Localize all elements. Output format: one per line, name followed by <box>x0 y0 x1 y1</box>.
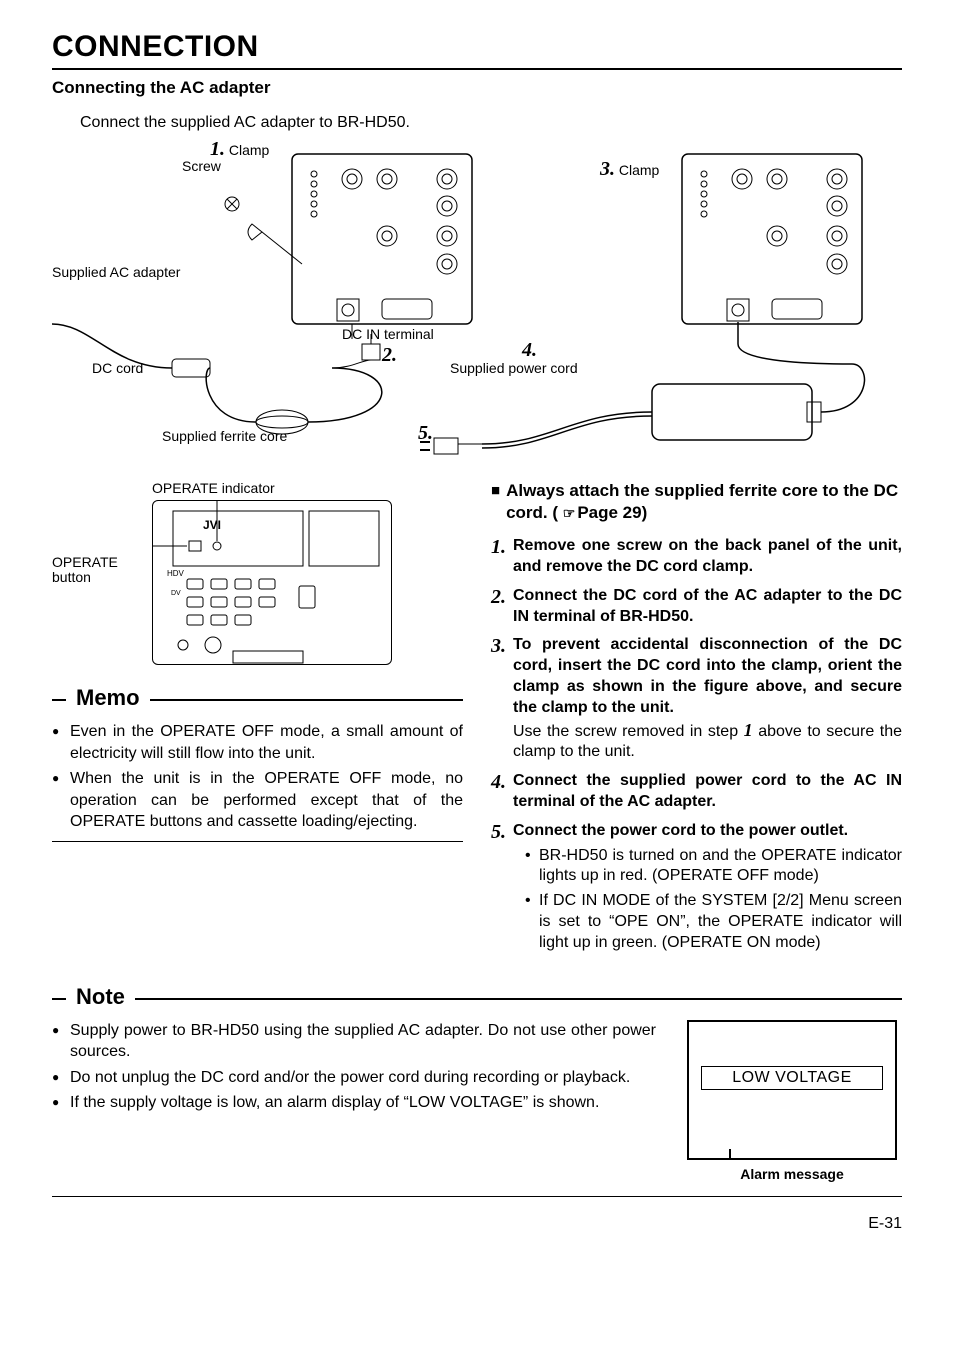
fig-label-adapter: Supplied AC adapter <box>52 264 180 280</box>
note-item: Supply power to BR-HD50 using the suppli… <box>52 1020 656 1063</box>
step-sub-item: If DC IN MODE of the SYSTEM [2/2] Menu s… <box>525 891 902 953</box>
step-text: Connect the power cord to the power outl… <box>513 822 848 839</box>
step-number: 2. <box>491 584 506 610</box>
step-number: 5. <box>491 819 506 845</box>
fig-step-4: 4. <box>522 339 537 362</box>
alarm-caption: Alarm message <box>682 1166 902 1182</box>
step-number: 4. <box>491 769 506 795</box>
fig-step-5: 5. <box>418 422 433 445</box>
front-panel-sketch: JVI <box>152 500 392 665</box>
right-column: ■ Always attach the supplied ferrite cor… <box>491 480 902 962</box>
note-item: Do not unplug the DC cord and/or the pow… <box>52 1067 656 1089</box>
fig-label-operate-button: OPERATE button <box>52 555 132 586</box>
step-item: 2. Connect the DC cord of the AC adapter… <box>491 586 902 628</box>
intro-text: Connect the supplied AC adapter to BR-HD… <box>80 114 902 132</box>
hand-icon: ☞ <box>563 504 576 522</box>
svg-text:JVI: JVI <box>203 518 221 532</box>
fig-label-operate-indicator: OPERATE indicator <box>152 480 463 496</box>
alarm-display: LOW VOLTAGE Alarm message <box>682 1020 902 1182</box>
memo-item: Even in the OPERATE OFF mode, a small am… <box>52 721 463 764</box>
front-panel-svg: JVI <box>153 501 393 666</box>
note-title: Note <box>76 984 125 1010</box>
step-text: Connect the supplied power cord to the A… <box>513 772 902 810</box>
memo-list: Even in the OPERATE OFF mode, a small am… <box>52 721 463 833</box>
two-column-body: OPERATE indicator JVI <box>52 480 902 962</box>
fig-label-ferrite: Supplied ferrite core <box>162 428 287 444</box>
step-sub-item: BR-HD50 is turned on and the OPERATE ind… <box>525 846 902 888</box>
page-ref: ☞ Page 29) <box>563 502 648 524</box>
step-item: 1. Remove one screw on the back panel of… <box>491 536 902 578</box>
note-end-rule <box>52 1196 902 1197</box>
memo-title: Memo <box>76 685 140 711</box>
alarm-screen: LOW VOLTAGE <box>687 1020 897 1160</box>
step-number: 3. <box>491 633 506 659</box>
step-text: Connect the DC cord of the AC adapter to… <box>513 587 902 625</box>
left-column: OPERATE indicator JVI <box>52 480 463 962</box>
step-sub-list: BR-HD50 is turned on and the OPERATE ind… <box>513 846 902 954</box>
square-bullet-icon: ■ <box>491 480 500 524</box>
fig-label-dc-cord: DC cord <box>92 360 143 376</box>
note-item: If the supply voltage is low, an alarm d… <box>52 1092 656 1114</box>
steps-list: 1. Remove one screw on the back panel of… <box>491 536 902 953</box>
fig-step-3: 3. Clamp <box>600 158 659 181</box>
page: CONNECTION Connecting the AC adapter Con… <box>0 0 954 1352</box>
title-rule <box>52 68 902 70</box>
step-plain: Use the screw removed in step <box>513 723 744 740</box>
step-number: 1. <box>491 534 506 560</box>
fig-label-screw: Screw <box>182 158 221 174</box>
step-text: To prevent accidental disconnection of t… <box>513 636 902 715</box>
page-title: CONNECTION <box>52 30 902 64</box>
page-ref-text: Page 29) <box>577 502 647 524</box>
note-heading: Note <box>52 984 902 1010</box>
fig-step-2: 2. <box>382 344 397 367</box>
step-inline-num: 1 <box>744 720 753 740</box>
alarm-tick <box>729 1149 731 1159</box>
memo-heading: Memo <box>52 685 463 711</box>
memo-end-rule <box>52 841 463 842</box>
fig-label-power-cord: Supplied power cord <box>450 360 578 376</box>
step-item: 5. Connect the power cord to the power o… <box>491 821 902 954</box>
note-list: Supply power to BR-HD50 using the suppli… <box>52 1020 656 1114</box>
page-number: E-31 <box>52 1215 902 1233</box>
svg-text:DV: DV <box>171 590 181 597</box>
alarm-text: LOW VOLTAGE <box>701 1066 883 1090</box>
step-text: Remove one screw on the back panel of th… <box>513 537 902 575</box>
fig-label-dcin: DC IN terminal <box>342 326 434 342</box>
figure-svg <box>52 144 902 474</box>
right-heading: ■ Always attach the supplied ferrite cor… <box>491 480 902 524</box>
note-block: Note Supply power to BR-HD50 using the s… <box>52 984 902 1197</box>
section-subtitle: Connecting the AC adapter <box>52 78 902 98</box>
step-item: 3. To prevent accidental disconnection o… <box>491 635 902 763</box>
memo-item: When the unit is in the OPERATE OFF mode… <box>52 768 463 833</box>
step-item: 4. Connect the supplied power cord to th… <box>491 771 902 813</box>
svg-text:HDV: HDV <box>167 569 185 578</box>
connection-figure: 1. Clamp Screw Supplied AC adapter DC co… <box>52 144 902 474</box>
